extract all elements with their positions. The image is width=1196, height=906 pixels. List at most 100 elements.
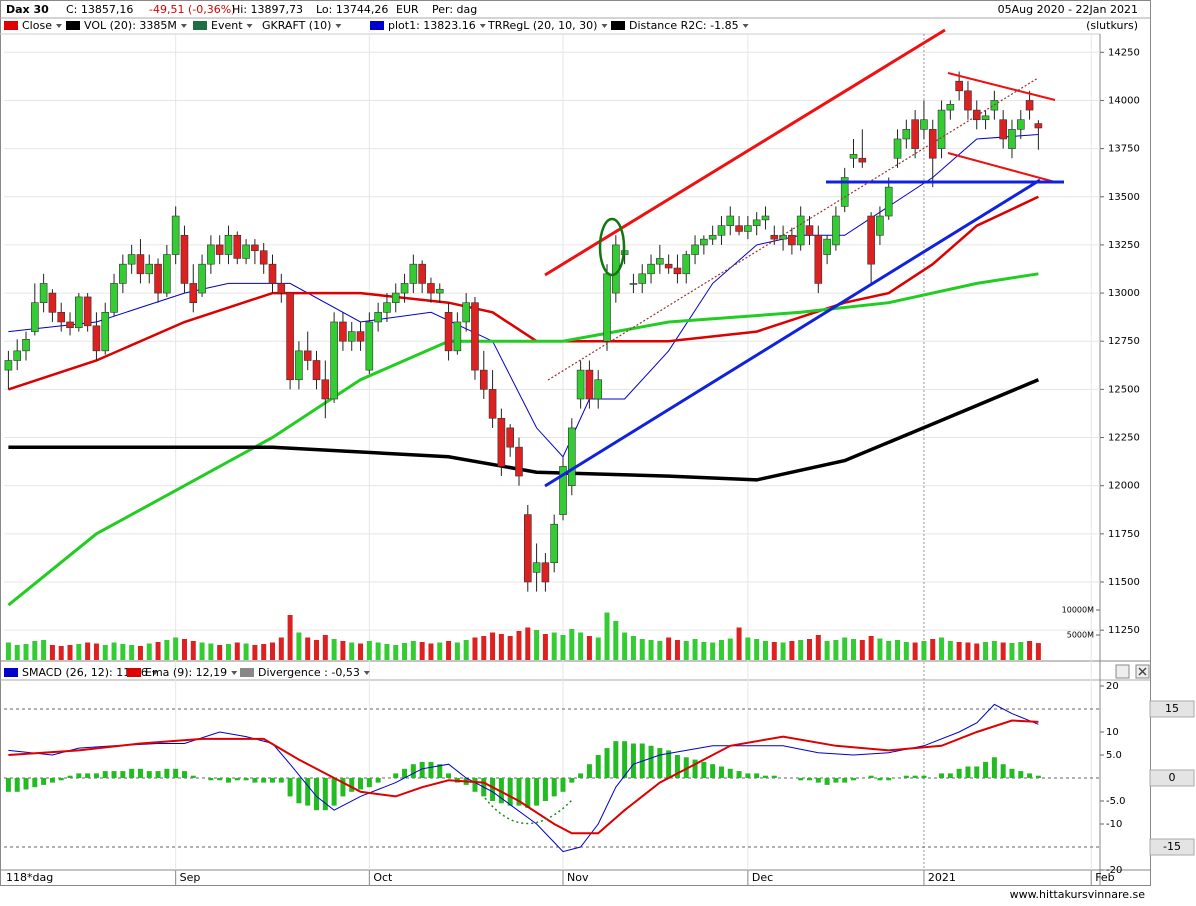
divergence-bar <box>305 777 311 806</box>
candle-body <box>840 177 849 207</box>
title: Dax 30 <box>6 3 49 16</box>
volume-bar <box>261 644 267 660</box>
price-mode: (slutkurs) <box>1086 19 1138 32</box>
candle-body <box>312 360 321 381</box>
divergence-bar <box>472 777 478 792</box>
level-box <box>1149 769 1195 787</box>
divergence-bar <box>991 757 997 778</box>
level-box <box>1149 838 1195 856</box>
volume-bar <box>314 640 320 660</box>
divergence-bar <box>754 773 760 778</box>
candle-body <box>391 292 400 303</box>
divergence-bar <box>604 748 610 778</box>
volume-bar <box>912 642 918 660</box>
volume-bar <box>296 632 302 660</box>
candle-body <box>726 215 735 226</box>
level-box <box>1149 700 1195 718</box>
legend-dropdown <box>55 24 62 28</box>
divergence-bar <box>67 775 73 778</box>
low-value: Lo: 13744,26 <box>316 3 388 16</box>
volume-bar <box>745 637 751 660</box>
legend-dropdown <box>742 24 749 28</box>
divergence-bar <box>1035 775 1041 778</box>
divergence-bar <box>217 777 223 781</box>
moving-average <box>7 272 1039 607</box>
volume-bar <box>384 644 390 660</box>
volume-bar <box>877 638 883 660</box>
divergence-bar <box>736 771 742 778</box>
candle-body <box>145 263 154 275</box>
legend-swatch <box>370 21 384 30</box>
divergence-bar <box>578 773 584 778</box>
legend-swatch <box>4 21 18 30</box>
candle-body <box>708 234 717 240</box>
legend-label: Divergence : -0,53 <box>258 666 360 679</box>
candle-body <box>920 119 928 130</box>
candle-body <box>180 234 189 284</box>
legend-label: SMACD (26, 12): 11,66 <box>22 666 148 679</box>
divergence-bar <box>410 764 416 778</box>
divergence-bar <box>718 766 724 778</box>
divergence-bar <box>437 764 443 778</box>
candle-body <box>215 244 224 255</box>
volume-bar <box>340 641 346 660</box>
candle-body <box>171 215 180 255</box>
candle-body <box>277 283 286 294</box>
divergence-bar <box>146 771 152 778</box>
divergence-bar <box>252 777 258 783</box>
tool-button[interactable] <box>1115 664 1130 679</box>
high-value: Hi: 13897,73 <box>232 3 303 16</box>
volume-bar <box>366 641 372 660</box>
y-tick-label: 11750 <box>1108 529 1140 540</box>
highlight-arc <box>484 797 573 825</box>
divergence-bar <box>76 773 82 778</box>
divergence-bar <box>243 777 249 781</box>
volume-bar <box>965 642 971 660</box>
volume-bar <box>534 630 540 660</box>
legend-dropdown <box>180 24 187 28</box>
volume-bar <box>472 637 478 660</box>
candle-body <box>444 312 453 352</box>
divergence-bar <box>516 777 522 806</box>
volume-bar <box>498 634 504 660</box>
legend-dropdown <box>151 671 158 675</box>
candle-body <box>541 562 550 583</box>
volume-bar <box>49 645 55 660</box>
candle-body <box>110 283 118 313</box>
candle-body <box>964 90 972 111</box>
y-tick-label: 14250 <box>1108 47 1140 58</box>
candle-body <box>735 225 743 232</box>
legend-swatch <box>4 668 18 677</box>
level-label: 0 <box>1169 771 1176 784</box>
volume-bar <box>895 640 901 660</box>
candle-body <box>471 302 479 371</box>
divergence-bar <box>208 777 214 781</box>
volume-bar <box>102 645 108 660</box>
divergence-bar <box>947 773 953 778</box>
candle-body <box>585 369 594 400</box>
footer: www.hittakursvinnare.se <box>1010 888 1146 901</box>
candle-body <box>136 254 145 275</box>
divergence-bar <box>498 777 504 804</box>
currency: EUR <box>396 3 419 16</box>
candle-body <box>1025 100 1034 111</box>
divergence-bar <box>683 757 689 778</box>
close-icon <box>1138 667 1147 676</box>
legend-label: Event <box>211 19 243 32</box>
volume-bar <box>551 632 557 660</box>
divergence-bar <box>551 777 557 797</box>
candle-body <box>4 360 13 371</box>
divergence-bar <box>710 764 716 778</box>
divergence-bar <box>525 777 531 808</box>
volume-bar <box>199 642 205 660</box>
candle-body <box>365 321 374 371</box>
divergence-bar <box>507 777 513 806</box>
candle-body <box>858 157 867 163</box>
divergence-bar <box>173 768 179 778</box>
divergence-bar <box>225 777 231 783</box>
divergence-bar <box>877 777 883 781</box>
volume-bar <box>507 636 513 660</box>
divergence-bar <box>181 771 187 778</box>
divergence-bar <box>1009 768 1015 778</box>
volume-bar <box>437 642 443 660</box>
